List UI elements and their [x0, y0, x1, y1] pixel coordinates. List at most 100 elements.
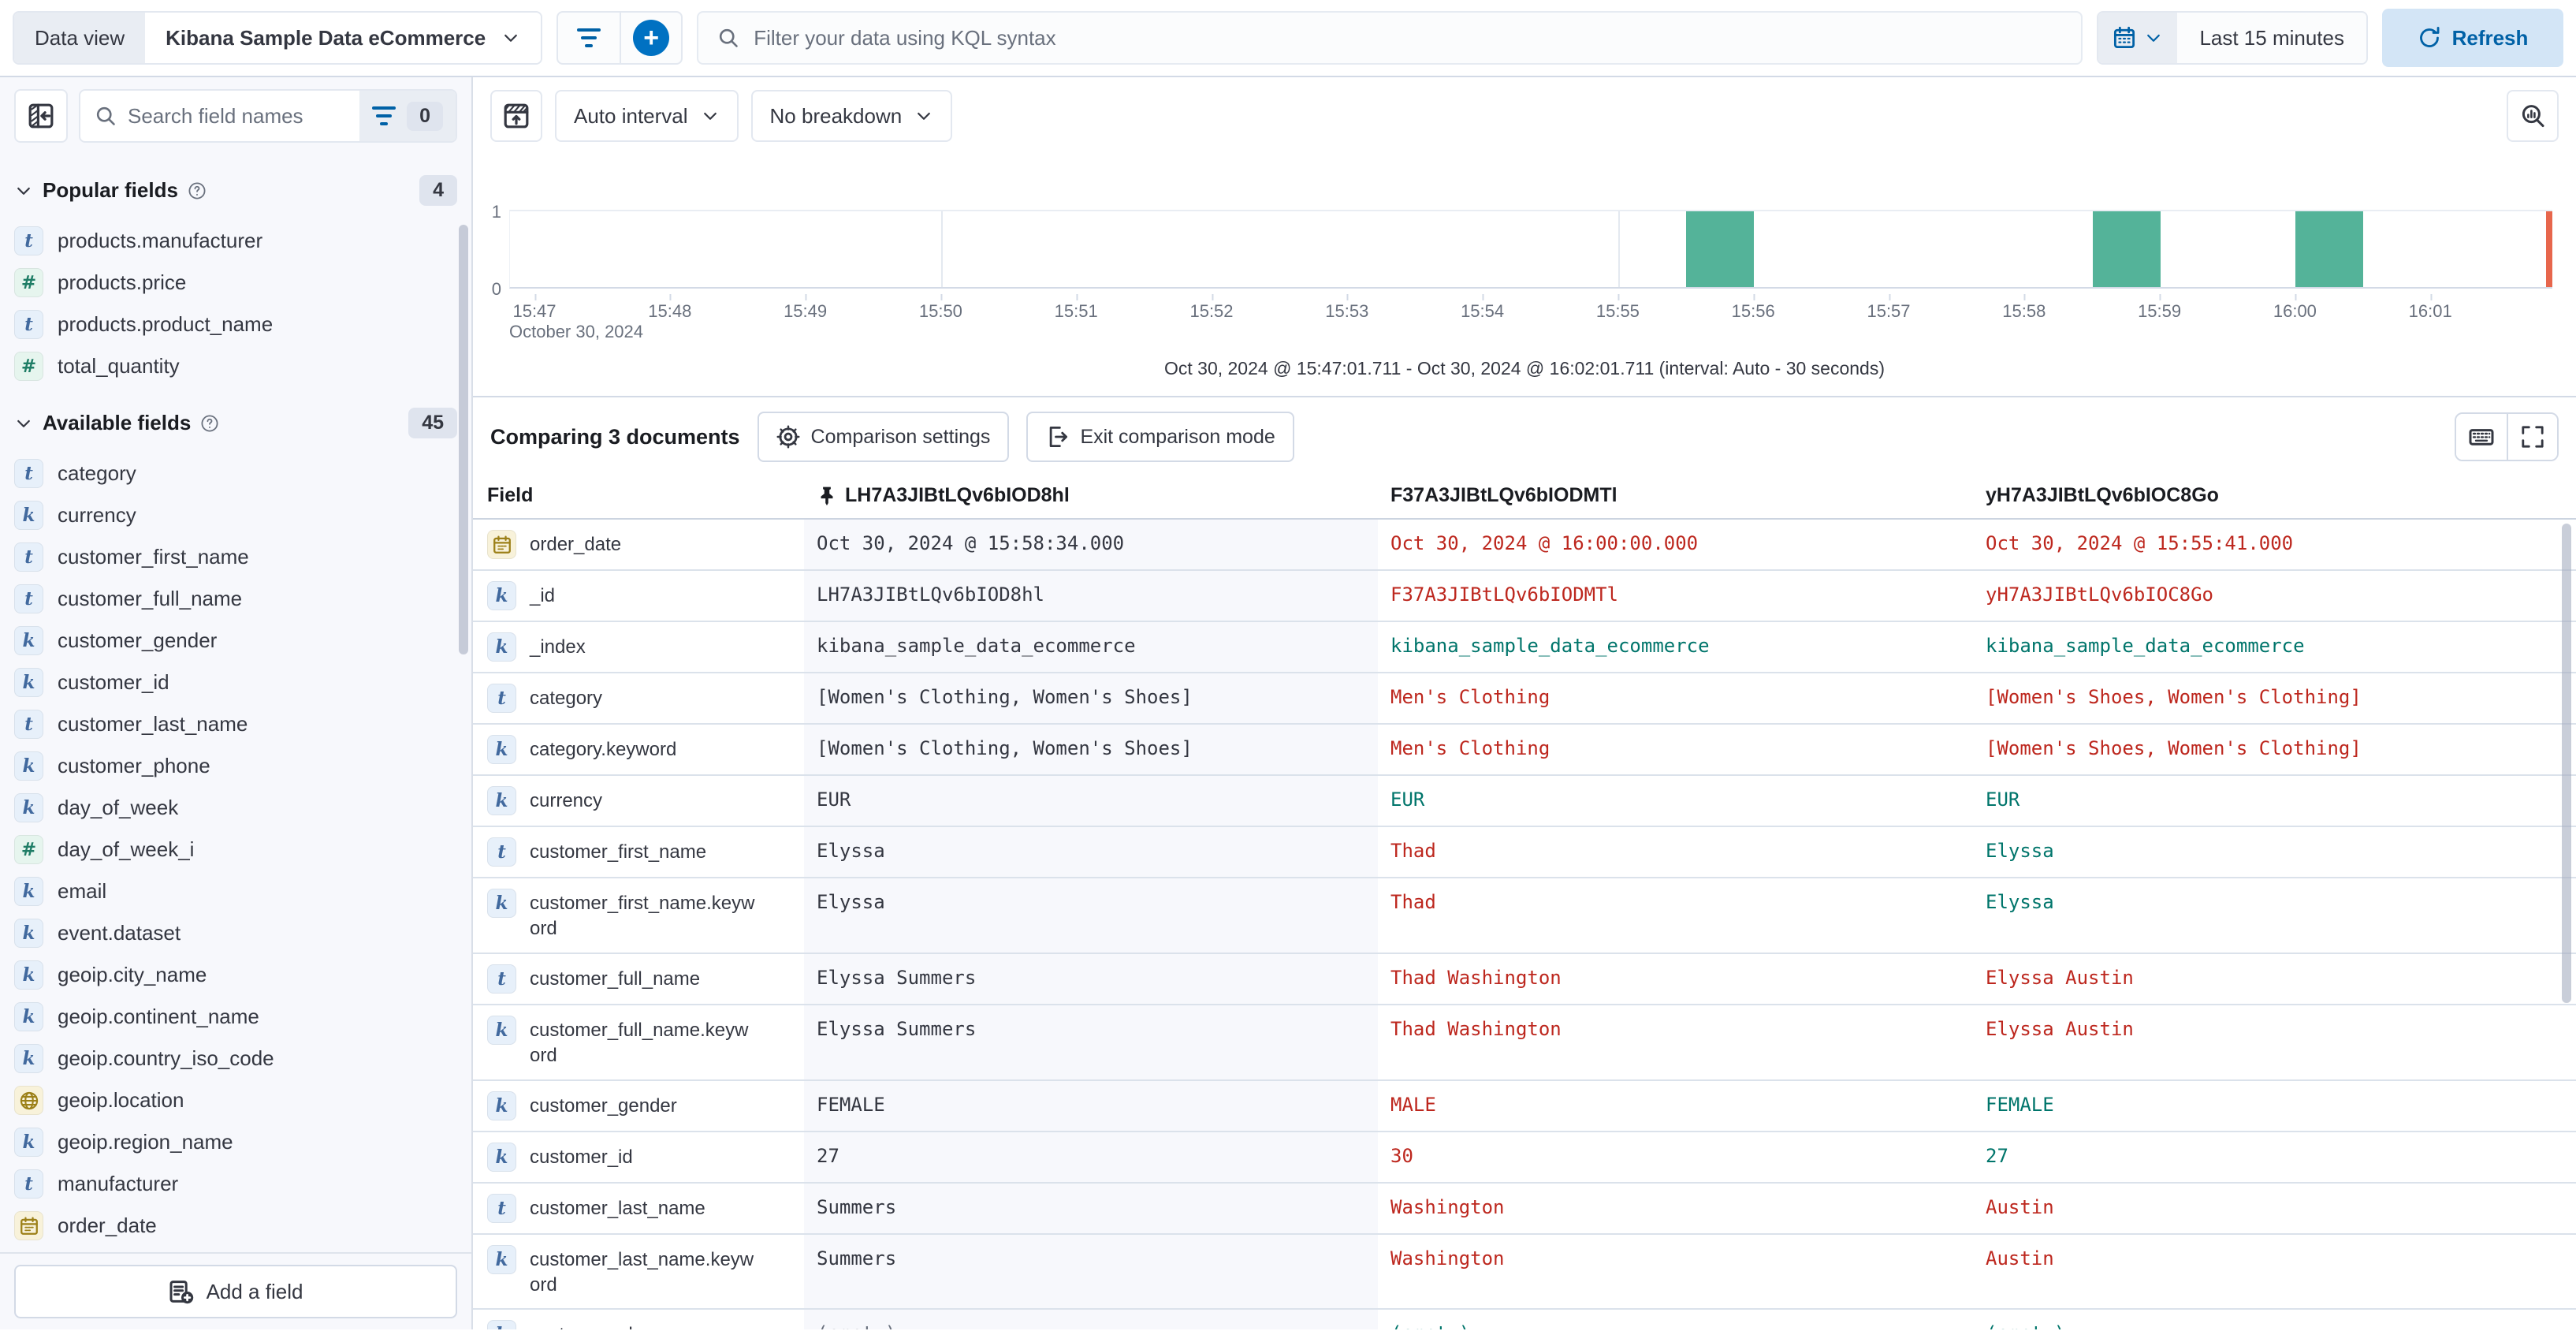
- field-item-order_date[interactable]: order_date: [14, 1205, 457, 1247]
- comparison-table: Field LH7A3JIBtLQv6bIOD8hl F37A3JIBtLQv6b…: [473, 473, 2576, 1329]
- text-field-icon: t: [14, 310, 43, 339]
- x-axis: 15:47 15:48 15:49 15:50 15:51 15:52 15:53 15:54…: [509, 294, 2552, 323]
- keyword-field-icon: k: [14, 793, 43, 822]
- field-name-cell: t customer_last_name: [473, 1184, 804, 1233]
- keyboard-shortcuts-button[interactable]: [2456, 414, 2507, 460]
- field-item-geoip.region_name[interactable]: k geoip.region_name: [14, 1121, 457, 1163]
- diff-value-cell: [Women's Shoes, Women's Clothing]: [1986, 686, 2362, 708]
- kql-search-input[interactable]: Filter your data using KQL syntax: [697, 11, 2083, 65]
- doc-column-header: F37A3JIBtLQv6bIODMTl: [1390, 484, 1617, 506]
- interval-select[interactable]: Auto interval: [555, 90, 739, 142]
- field-item-products.manufacturer[interactable]: t products.manufacturer: [14, 220, 457, 262]
- diff-value-cell: [Women's Shoes, Women's Clothing]: [1986, 737, 2362, 759]
- table-scrollbar[interactable]: [2562, 524, 2571, 1003]
- matching-value-cell: Elyssa: [1986, 891, 2054, 913]
- base-value-cell: (empty): [804, 1310, 1378, 1329]
- field-search-input[interactable]: Search field names: [80, 104, 359, 129]
- data-view-value: Kibana Sample Data eCommerce: [166, 25, 486, 50]
- field-name-cell: k customer_last_name.keyword: [473, 1235, 804, 1309]
- field-item-products.product_name[interactable]: t products.product_name: [14, 304, 457, 345]
- keyword-field-icon: k: [14, 960, 43, 990]
- field-item-customer_first_name[interactable]: t customer_first_name: [14, 536, 457, 578]
- field-item-day_of_week_i[interactable]: # day_of_week_i: [14, 829, 457, 871]
- field-item-geoip.location[interactable]: geoip.location: [14, 1079, 457, 1121]
- x-axis-tick-label: 15:47: [512, 294, 557, 321]
- geo-point-field-icon: [14, 1086, 43, 1115]
- field-item-customer_full_name[interactable]: t customer_full_name: [14, 578, 457, 620]
- field-item-currency[interactable]: k currency: [14, 494, 457, 536]
- field-filter-toggle[interactable]: 0: [359, 91, 456, 141]
- comparison-settings-button[interactable]: Comparison settings: [757, 412, 1010, 462]
- field-item-customer_id[interactable]: k customer_id: [14, 662, 457, 703]
- histogram-bar-15:55:30[interactable]: [1686, 211, 1755, 287]
- field-name-cell: k _index: [473, 622, 804, 672]
- keyword-field-icon: k: [487, 786, 516, 815]
- sidebar-scrollbar[interactable]: [459, 225, 468, 654]
- add-filter-button[interactable]: +: [620, 13, 681, 63]
- collapse-sidebar-button[interactable]: [14, 89, 68, 143]
- field-item-category[interactable]: t category: [14, 453, 457, 494]
- refresh-button[interactable]: Refresh: [2382, 9, 2563, 67]
- diff-value-cell: Thad: [1390, 840, 1436, 862]
- field-item-geoip.country_iso_code[interactable]: k geoip.country_iso_code: [14, 1038, 457, 1079]
- field-section-header[interactable]: Popular fields 4: [14, 175, 457, 206]
- comparison-table-header: Field LH7A3JIBtLQv6bIOD8hl F37A3JIBtLQv6b…: [473, 473, 2576, 520]
- field-item-label: currency: [58, 503, 136, 527]
- field-section-header[interactable]: Available fields 45: [14, 408, 457, 438]
- field-item-geoip.city_name[interactable]: k geoip.city_name: [14, 954, 457, 996]
- field-item-label: customer_full_name: [58, 587, 243, 610]
- field-item-products.price[interactable]: # products.price: [14, 262, 457, 304]
- gear-icon: [776, 425, 800, 449]
- date-field-icon: [487, 530, 516, 559]
- fullscreen-button[interactable]: [2507, 414, 2557, 460]
- fields-sidebar: Search field names 0 Popular fields 4 t pr…: [0, 77, 473, 1329]
- text-field-icon: t: [14, 1169, 43, 1199]
- field-item-label: geoip.continent_name: [58, 1005, 259, 1028]
- comparison-row-currency: k currency EUR EUR EUR: [473, 776, 2576, 827]
- filter-actions-group: +: [557, 11, 683, 65]
- hide-chart-button[interactable]: [490, 90, 542, 142]
- x-axis-tick-label: 16:00: [2273, 294, 2317, 321]
- field-name-cell: k customer_gender: [473, 1081, 804, 1131]
- field-item-event.dataset[interactable]: k event.dataset: [14, 912, 457, 954]
- comparison-row-customer_full_name.keyword: k customer_full_name.keyword Elyssa Summer…: [473, 1005, 2576, 1081]
- field-item-customer_phone[interactable]: k customer_phone: [14, 745, 457, 787]
- field-item-label: customer_gender: [58, 628, 218, 652]
- field-item-order_id[interactable]: korder_id: [14, 1247, 457, 1252]
- histogram-plot-area[interactable]: [509, 210, 2552, 289]
- comparison-row-customer_last_name.keyword: k customer_last_name.keyword Summers Washin…: [473, 1234, 2576, 1310]
- add-field-button[interactable]: Add a field: [14, 1265, 457, 1318]
- x-axis-tick-label: 15:53: [1325, 294, 1369, 321]
- number-field-icon: #: [14, 835, 43, 864]
- field-item-total_quantity[interactable]: # total_quantity: [14, 345, 457, 387]
- field-item-day_of_week[interactable]: k day_of_week: [14, 787, 457, 829]
- section-count-badge: 4: [419, 175, 457, 206]
- field-column-header: Field: [487, 484, 534, 506]
- histogram-bar-16:00:00[interactable]: [2295, 211, 2364, 287]
- field-item-customer_last_name[interactable]: t customer_last_name: [14, 703, 457, 745]
- field-item-manufacturer[interactable]: t manufacturer: [14, 1163, 457, 1205]
- data-view-picker[interactable]: Data view Kibana Sample Data eCommerce: [13, 11, 543, 65]
- field-name: _index: [530, 636, 586, 658]
- field-name: customer_phone: [530, 1320, 758, 1329]
- field-name-cell: t category: [473, 673, 804, 723]
- edit-visualization-button[interactable]: [2507, 90, 2559, 142]
- time-picker-quick-menu[interactable]: [2098, 13, 2178, 63]
- time-range-value[interactable]: Last 15 minutes: [2177, 13, 2366, 63]
- section-title: Popular fields: [43, 178, 178, 202]
- section-count-badge: 45: [408, 408, 457, 438]
- field-name: customer_last_name: [530, 1197, 705, 1219]
- field-search-placeholder: Search field names: [128, 103, 303, 128]
- histogram-bar-15:58:30[interactable]: [2092, 211, 2161, 287]
- exit-comparison-button[interactable]: Exit comparison mode: [1026, 412, 1294, 462]
- comparison-row-category.keyword: k category.keyword [Women's Clothing, Wome…: [473, 725, 2576, 776]
- filter-list-button[interactable]: [558, 13, 620, 63]
- field-item-email[interactable]: k email: [14, 871, 457, 912]
- breakdown-select[interactable]: No breakdown: [750, 90, 953, 142]
- data-view-select[interactable]: Kibana Sample Data eCommerce: [145, 13, 542, 63]
- field-item-customer_gender[interactable]: k customer_gender: [14, 620, 457, 662]
- text-field-icon: t: [487, 837, 516, 867]
- matching-value-cell: kibana_sample_data_ecommerce: [1986, 635, 2305, 657]
- text-field-icon: t: [14, 226, 43, 255]
- field-item-geoip.continent_name[interactable]: k geoip.continent_name: [14, 996, 457, 1038]
